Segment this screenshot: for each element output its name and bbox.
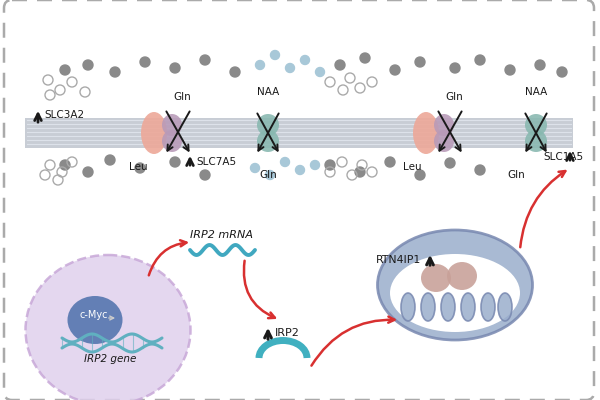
Ellipse shape	[525, 130, 547, 152]
Circle shape	[450, 63, 460, 73]
Circle shape	[385, 157, 395, 167]
Ellipse shape	[434, 130, 454, 152]
Circle shape	[505, 65, 515, 75]
Ellipse shape	[162, 130, 182, 152]
Ellipse shape	[498, 293, 512, 321]
Ellipse shape	[413, 112, 439, 154]
Circle shape	[105, 155, 115, 165]
Circle shape	[83, 167, 93, 177]
Text: Leu: Leu	[403, 162, 421, 172]
Circle shape	[355, 167, 365, 177]
Circle shape	[271, 50, 280, 60]
Text: SLC7A5: SLC7A5	[196, 157, 236, 167]
Circle shape	[415, 57, 425, 67]
Ellipse shape	[447, 262, 477, 290]
Circle shape	[265, 170, 275, 180]
Circle shape	[335, 60, 345, 70]
Circle shape	[286, 64, 295, 72]
Ellipse shape	[461, 293, 475, 321]
Text: NAA: NAA	[257, 87, 279, 97]
Ellipse shape	[67, 296, 122, 344]
Circle shape	[301, 56, 310, 64]
Text: Gln: Gln	[507, 170, 525, 180]
Circle shape	[296, 166, 305, 174]
Ellipse shape	[377, 230, 533, 340]
Circle shape	[110, 67, 120, 77]
Ellipse shape	[257, 114, 279, 136]
Ellipse shape	[525, 114, 547, 136]
Ellipse shape	[421, 264, 451, 292]
Text: RTN4IP1: RTN4IP1	[376, 255, 421, 265]
Text: Gln: Gln	[259, 170, 277, 180]
Circle shape	[475, 165, 485, 175]
Text: SLC1A5: SLC1A5	[543, 152, 583, 162]
Circle shape	[200, 170, 210, 180]
Text: NAA: NAA	[525, 87, 547, 97]
Text: IRP2: IRP2	[275, 328, 300, 338]
Text: c-Myc: c-Myc	[80, 310, 109, 320]
Circle shape	[170, 157, 180, 167]
Circle shape	[535, 60, 545, 70]
Circle shape	[281, 158, 290, 166]
Ellipse shape	[141, 112, 167, 154]
Circle shape	[230, 67, 240, 77]
Ellipse shape	[401, 293, 415, 321]
Circle shape	[316, 68, 325, 76]
Circle shape	[475, 55, 485, 65]
Circle shape	[325, 160, 335, 170]
Ellipse shape	[25, 255, 191, 400]
Circle shape	[390, 65, 400, 75]
Ellipse shape	[421, 293, 435, 321]
Bar	[25, 118, 573, 148]
Text: Leu: Leu	[128, 162, 148, 172]
Circle shape	[60, 65, 70, 75]
Circle shape	[140, 57, 150, 67]
Circle shape	[311, 160, 320, 170]
Ellipse shape	[481, 293, 495, 321]
Circle shape	[135, 163, 145, 173]
Circle shape	[170, 63, 180, 73]
Circle shape	[200, 55, 210, 65]
Ellipse shape	[162, 114, 182, 136]
Circle shape	[415, 170, 425, 180]
Circle shape	[360, 53, 370, 63]
Text: IRP2 mRNA: IRP2 mRNA	[191, 230, 254, 240]
Text: IRP2 gene: IRP2 gene	[84, 354, 136, 364]
Circle shape	[445, 158, 455, 168]
Text: Gln: Gln	[445, 92, 463, 102]
Text: Gln: Gln	[173, 92, 191, 102]
Circle shape	[251, 164, 260, 172]
Text: SLC3A2: SLC3A2	[44, 110, 84, 120]
Circle shape	[256, 60, 265, 70]
Ellipse shape	[390, 254, 520, 332]
Circle shape	[60, 160, 70, 170]
Ellipse shape	[434, 114, 454, 136]
Circle shape	[83, 60, 93, 70]
Ellipse shape	[257, 130, 279, 152]
Ellipse shape	[441, 293, 455, 321]
Circle shape	[557, 67, 567, 77]
